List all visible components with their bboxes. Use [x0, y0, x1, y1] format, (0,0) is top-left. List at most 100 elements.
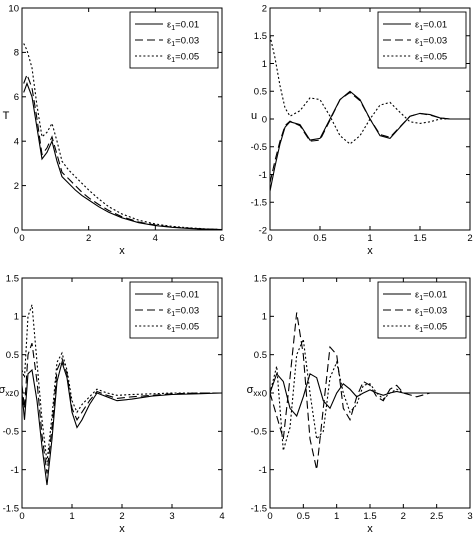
y-tick-label: 0.5: [6, 350, 19, 361]
series-line-1: [23, 81, 222, 230]
legend-box: [377, 11, 467, 69]
y-tick-label: 2: [14, 181, 19, 192]
legend-entry-1: ε1=0.01: [415, 20, 447, 33]
series-line-2: [23, 73, 222, 230]
y-tick-label: 6: [14, 92, 19, 103]
legend: ε1=0.01 ε1=0.03 ε1=0.05: [129, 281, 219, 339]
chart-panel-1: 0 2 4 6 0 2 4 6 8 10 x Tε1=0.01 ε1=0.03 ε1=0.05: [3, 3, 225, 257]
x-tick-label: 1.5: [363, 511, 376, 522]
x-tick-label: 0.5: [313, 233, 326, 244]
legend-entry-1: ε1=0.01: [167, 20, 199, 33]
y-tick-label: 1.5: [254, 31, 267, 42]
y-tick-label: 0: [14, 225, 19, 236]
legend: ε1=0.01 ε1=0.03 ε1=0.05: [377, 281, 467, 339]
y-tick-label: 1.5: [254, 273, 267, 284]
y-tick-label: -1.5: [3, 503, 19, 514]
chart-panel-3: 0 1 2 3 4-1.5-1-0.500.511.5xσxzε1=0.01ε1=0.0…: [0, 273, 225, 535]
series-line-3: [270, 337, 470, 451]
y-axis-label: u: [251, 110, 257, 122]
x-tick-label: 0: [267, 233, 272, 244]
x-tick-label: 2: [119, 511, 124, 522]
legend-entry-2: ε1=0.03: [167, 36, 199, 49]
y-tick-label: -1: [259, 170, 267, 181]
y-tick-label: 0: [14, 388, 19, 399]
legend: ε1=0.01 ε1=0.03 ε1=0.05: [129, 11, 219, 69]
y-tick-label: 0.5: [254, 350, 267, 361]
series-line-2: [270, 91, 470, 183]
y-tick-label: 4: [14, 137, 19, 148]
y-tick-label: 0.5: [254, 87, 267, 98]
series-line-2: [22, 343, 222, 474]
x-tick-label: 1: [367, 233, 372, 244]
y-tick-label: 1: [14, 312, 19, 323]
x-tick-label: 2: [401, 511, 406, 522]
y-tick-label: -1: [11, 465, 19, 476]
series-group: [270, 35, 470, 192]
x-tick-label: 0.5: [297, 511, 310, 522]
x-axis-label: x: [119, 523, 125, 535]
legend-box: [377, 281, 467, 339]
x-tick-label: 0: [267, 511, 272, 522]
chart-panel-4: 0 0.5 1 1.5 2 2.5 3-1.5-1-0.500.511.5xσxxε1=0.…: [247, 273, 473, 535]
y-tick-label: 8: [14, 48, 19, 59]
y-tick-label: -0.5: [3, 427, 19, 438]
y-tick-label: -1: [259, 465, 267, 476]
x-tick-label: 1: [69, 511, 74, 522]
x-tick-label: 1: [334, 511, 339, 522]
y-tick-label: -1.5: [251, 503, 267, 514]
x-tick-label: 0: [19, 233, 24, 244]
x-tick-label: 1.5: [413, 233, 426, 244]
y-tick-label: -1.5: [251, 198, 267, 209]
x-tick-label: 0: [19, 511, 24, 522]
legend-box: [129, 281, 219, 339]
legend-entry-1: ε1=0.01: [415, 290, 447, 303]
y-tick-label: 0: [262, 388, 267, 399]
series-group: [22, 304, 222, 486]
legend-entry-2: ε1=0.03: [415, 306, 447, 319]
x-tick-label: 6: [219, 233, 224, 244]
x-tick-label: 4: [153, 233, 158, 244]
series-line-1: [270, 90, 470, 192]
y-tick-label: 10: [8, 3, 19, 14]
y-tick-label: -0.5: [251, 427, 267, 438]
x-tick-label: 3: [467, 511, 472, 522]
x-tick-label: 2: [86, 233, 91, 244]
legend-entry-3: ε1=0.05: [167, 52, 199, 65]
x-tick-label: 3: [169, 511, 174, 522]
chart-panel-2: 0 0.5 1 1.5 2-2-1.5-1-0.500.511.52xuε1=0.01ε…: [251, 3, 473, 257]
y-tick-label: -2: [259, 225, 267, 236]
series-group: [270, 312, 470, 470]
x-axis-label: x: [367, 245, 373, 257]
legend-box: [129, 11, 219, 69]
legend-entry-3: ε1=0.05: [415, 322, 447, 335]
y-tick-label: 1: [262, 312, 267, 323]
y-axis-label: σxx: [247, 384, 262, 398]
x-tick-label: 2: [467, 233, 472, 244]
y-axis-label: σxz: [0, 384, 13, 398]
series-line-1: [270, 372, 470, 418]
y-axis-label: T: [3, 110, 10, 122]
legend-entry-2: ε1=0.03: [415, 36, 447, 49]
y-tick-label: -0.5: [251, 142, 267, 153]
y-tick-label: 1: [262, 59, 267, 70]
series-line-2: [270, 312, 470, 470]
x-tick-label: 4: [219, 511, 224, 522]
legend-entry-1: ε1=0.01: [167, 290, 199, 303]
x-tick-label: 2.5: [430, 511, 443, 522]
series-group: [23, 43, 222, 230]
legend-entry-3: ε1=0.05: [415, 52, 447, 65]
legend-entry-3: ε1=0.05: [167, 322, 199, 335]
x-axis-label: x: [119, 245, 125, 257]
plot-frame: [21, 7, 223, 231]
y-tick-label: 2: [262, 3, 267, 14]
y-tick-label: 1.5: [6, 273, 19, 284]
series-line-3: [270, 35, 470, 145]
legend-entry-2: ε1=0.03: [167, 306, 199, 319]
y-tick-label: 0: [262, 114, 267, 125]
series-line-3: [22, 304, 222, 463]
series-line-1: [22, 360, 222, 486]
series-line-3: [23, 43, 222, 230]
legend: ε1=0.01 ε1=0.03 ε1=0.05: [377, 11, 467, 69]
x-axis-label: x: [367, 523, 373, 535]
